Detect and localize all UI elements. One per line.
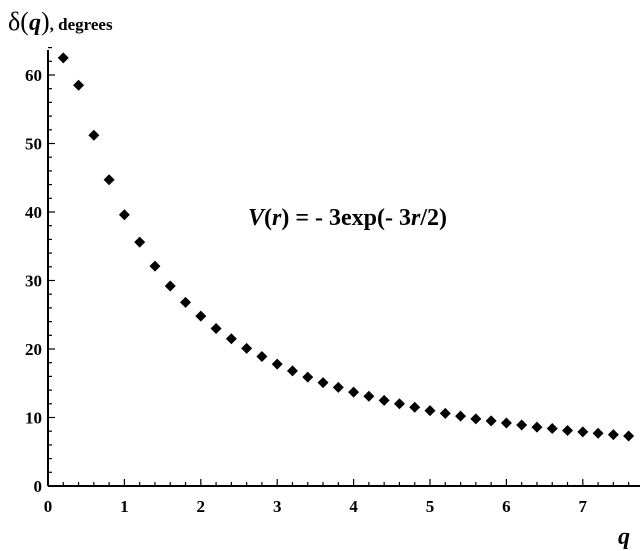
data-point	[485, 415, 497, 427]
annotation-eq: ) = - 3exp(- 3	[281, 205, 411, 231]
data-point	[134, 236, 146, 248]
x-tick-label: 5	[426, 497, 435, 516]
x-tick-label: 2	[197, 497, 206, 516]
x-ticks: 0 1 2 3 4 5 6 7	[44, 479, 630, 516]
data-point	[256, 351, 268, 363]
y-axis-label-unit: , degrees	[50, 15, 113, 34]
annotation-r2: r	[411, 205, 421, 231]
data-point	[393, 398, 405, 410]
y-axis-label: δ(q), degrees	[8, 7, 113, 36]
y-ticks: 0 10 20 30 40 50 60	[25, 46, 55, 496]
annotation-v: V	[248, 205, 266, 231]
data-points	[57, 52, 635, 442]
data-point	[607, 429, 619, 441]
data-point	[500, 417, 512, 429]
y-tick-label: 60	[25, 66, 42, 85]
data-point	[332, 381, 344, 393]
y-axis-label-symbol: δ	[8, 7, 20, 36]
data-point	[592, 427, 604, 439]
data-point	[73, 79, 85, 91]
data-point	[363, 390, 375, 402]
x-tick-label: 1	[120, 497, 129, 516]
data-point	[409, 401, 421, 413]
data-point	[286, 365, 298, 377]
axes	[47, 50, 640, 487]
y-axis-label-close-paren: )	[41, 7, 50, 36]
data-point	[317, 377, 329, 389]
data-point	[164, 280, 176, 292]
annotation-r1: r	[272, 205, 282, 231]
x-tick-label: 7	[579, 497, 588, 516]
data-point	[470, 413, 482, 425]
data-point	[241, 342, 253, 354]
y-tick-label: 0	[34, 477, 43, 496]
data-point	[623, 430, 635, 442]
data-point	[225, 333, 237, 345]
data-point	[348, 386, 360, 398]
data-point	[271, 358, 283, 370]
y-tick-label: 20	[25, 340, 42, 359]
data-point	[531, 421, 543, 433]
annotation-open-paren: (	[264, 205, 272, 231]
y-tick-label: 50	[25, 135, 42, 154]
x-tick-label: 4	[349, 497, 358, 516]
data-point	[180, 296, 192, 308]
data-point	[424, 405, 436, 417]
data-point	[302, 371, 314, 383]
data-point	[439, 407, 451, 419]
y-axis-label-open-paren: (	[20, 7, 29, 36]
y-tick-label: 30	[25, 272, 42, 291]
data-point	[562, 425, 574, 437]
data-point	[378, 394, 390, 406]
y-tick-label: 40	[25, 203, 42, 222]
data-point	[455, 410, 467, 422]
annotation-tail: /2)	[419, 205, 447, 231]
potential-annotation: V(r) = - 3exp(- 3r/2)	[248, 205, 447, 231]
y-tick-label: 10	[25, 409, 42, 428]
data-point	[516, 419, 528, 431]
data-point	[88, 129, 100, 141]
x-axis-label: q	[618, 524, 630, 550]
data-point	[103, 174, 115, 186]
data-point	[577, 426, 589, 438]
data-point	[195, 310, 207, 322]
data-point	[149, 260, 161, 272]
data-point	[210, 322, 222, 334]
data-point	[546, 422, 558, 434]
x-tick-label: 0	[44, 497, 53, 516]
x-tick-label: 6	[502, 497, 511, 516]
x-tick-label: 3	[273, 497, 282, 516]
data-point	[118, 209, 130, 221]
y-axis-label-arg: q	[29, 10, 41, 36]
data-point	[57, 52, 69, 64]
